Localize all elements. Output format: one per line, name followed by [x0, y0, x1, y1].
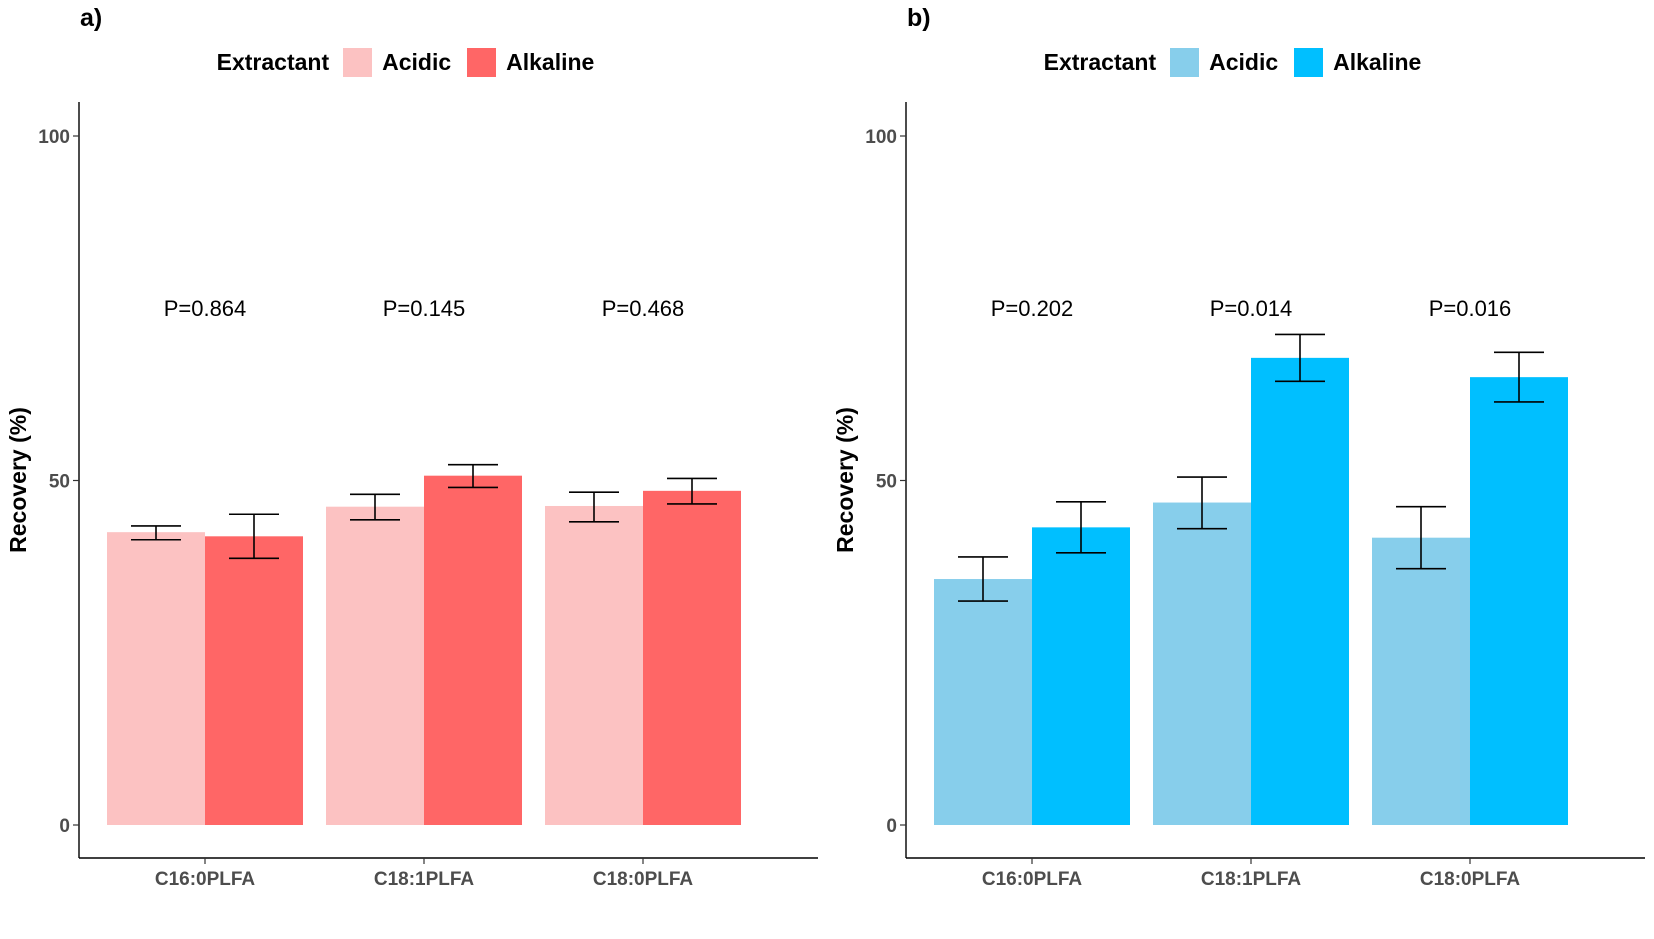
legend-swatch-alkaline — [467, 48, 497, 77]
y-tick-label: 100 — [38, 127, 70, 148]
bar-alkaline-c180plfa — [1470, 377, 1568, 825]
y-axis-title: Recovery (%) — [832, 407, 858, 553]
p-value-label: P=0.202 — [991, 296, 1074, 321]
x-tick-label: C18:1PLFA — [374, 869, 475, 890]
legend-swatch-acidic — [343, 48, 373, 77]
legend-swatch-alkaline — [1294, 48, 1324, 77]
x-tick-label: C16:0PLFA — [982, 869, 1083, 890]
legend-label-acidic: Acidic — [382, 49, 452, 75]
bar-alkaline-c160plfa — [1032, 527, 1130, 825]
y-tick-label: 100 — [865, 127, 897, 148]
y-tick-label: 0 — [59, 816, 70, 837]
p-value-label: P=0.145 — [383, 296, 466, 321]
bar-acidic-c180plfa — [545, 505, 643, 825]
y-axis-title: Recovery (%) — [5, 407, 31, 553]
bar-alkaline-c180plfa — [643, 490, 741, 825]
panel-a: a) Extractant Acidic Alkaline 0 50 100 Reco… — [0, 4, 827, 890]
legend: Extractant Acidic Alkaline — [827, 48, 1654, 77]
bar-alkaline-c181plfa — [424, 475, 522, 825]
bar-acidic-c180plfa — [1372, 537, 1470, 825]
bar-acidic-c181plfa — [326, 506, 424, 825]
legend-title: Extractant — [216, 49, 330, 75]
legend-label-acidic: Acidic — [1209, 49, 1279, 75]
p-value-label: P=0.014 — [1210, 296, 1293, 321]
x-tick-label: C18:0PLFA — [593, 869, 694, 890]
p-value-label: P=0.864 — [164, 296, 247, 321]
y-tick-label: 50 — [876, 472, 897, 493]
bar-acidic-c181plfa — [1153, 502, 1251, 825]
p-value-label: P=0.468 — [602, 296, 685, 321]
legend-title: Extractant — [1043, 49, 1157, 75]
legend-label-alkaline: Alkaline — [506, 49, 595, 75]
bar-alkaline-c181plfa — [1251, 357, 1349, 825]
legend-swatch-acidic — [1170, 48, 1200, 77]
legend: Extractant Acidic Alkaline — [0, 48, 827, 77]
legend-label-alkaline: Alkaline — [1333, 49, 1422, 75]
x-tick-label: C18:0PLFA — [1420, 869, 1521, 890]
bar-chart-b: 0 50 100 Recovery (%) C16:0PLFA P=0.202 C18:1P… — [832, 102, 1645, 890]
panel-b: b) Extractant Acidic Alkaline 0 50 100 Reco… — [827, 0, 1654, 939]
x-tick-label: C18:1PLFA — [1201, 869, 1302, 890]
y-tick-label: 0 — [886, 816, 897, 837]
x-tick-label: C16:0PLFA — [155, 869, 256, 890]
panel-label: a) — [80, 4, 103, 32]
bar-acidic-c160plfa — [934, 579, 1032, 825]
bar-acidic-c160plfa — [107, 532, 205, 825]
bar-alkaline-c160plfa — [205, 536, 303, 825]
y-tick-label: 50 — [49, 472, 70, 493]
panel-label: b) — [907, 4, 931, 32]
bar-chart-a: 0 50 100 Recovery (%) C16:0PLFA P=0.864 C18:1P… — [5, 102, 818, 890]
p-value-label: P=0.016 — [1429, 296, 1512, 321]
